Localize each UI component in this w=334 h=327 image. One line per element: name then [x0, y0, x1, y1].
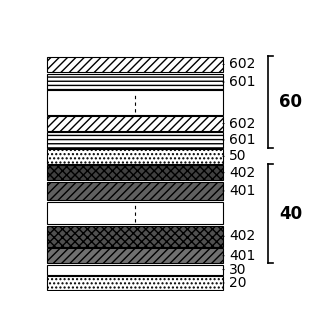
Text: 402: 402: [229, 166, 256, 180]
Bar: [47, 248, 223, 263]
Bar: [47, 265, 223, 275]
Bar: [47, 226, 223, 247]
Text: 602: 602: [229, 58, 256, 71]
Text: 401: 401: [229, 249, 256, 263]
Text: 20: 20: [229, 276, 247, 290]
Bar: [47, 90, 223, 115]
Bar: [47, 165, 223, 180]
Text: 40: 40: [279, 205, 303, 223]
Text: 60: 60: [279, 93, 302, 111]
Text: 601: 601: [229, 133, 256, 147]
Bar: [47, 132, 223, 147]
Text: 50: 50: [229, 149, 247, 163]
Text: 401: 401: [229, 184, 256, 198]
Text: 30: 30: [229, 263, 247, 277]
Text: 601: 601: [229, 75, 256, 89]
Bar: [47, 57, 223, 72]
Bar: [47, 75, 223, 90]
Bar: [47, 116, 223, 131]
Bar: [47, 276, 223, 290]
Bar: [47, 149, 223, 164]
Text: 602: 602: [229, 117, 256, 130]
Bar: [47, 202, 223, 224]
Text: 402: 402: [229, 229, 256, 243]
Bar: [47, 181, 223, 200]
